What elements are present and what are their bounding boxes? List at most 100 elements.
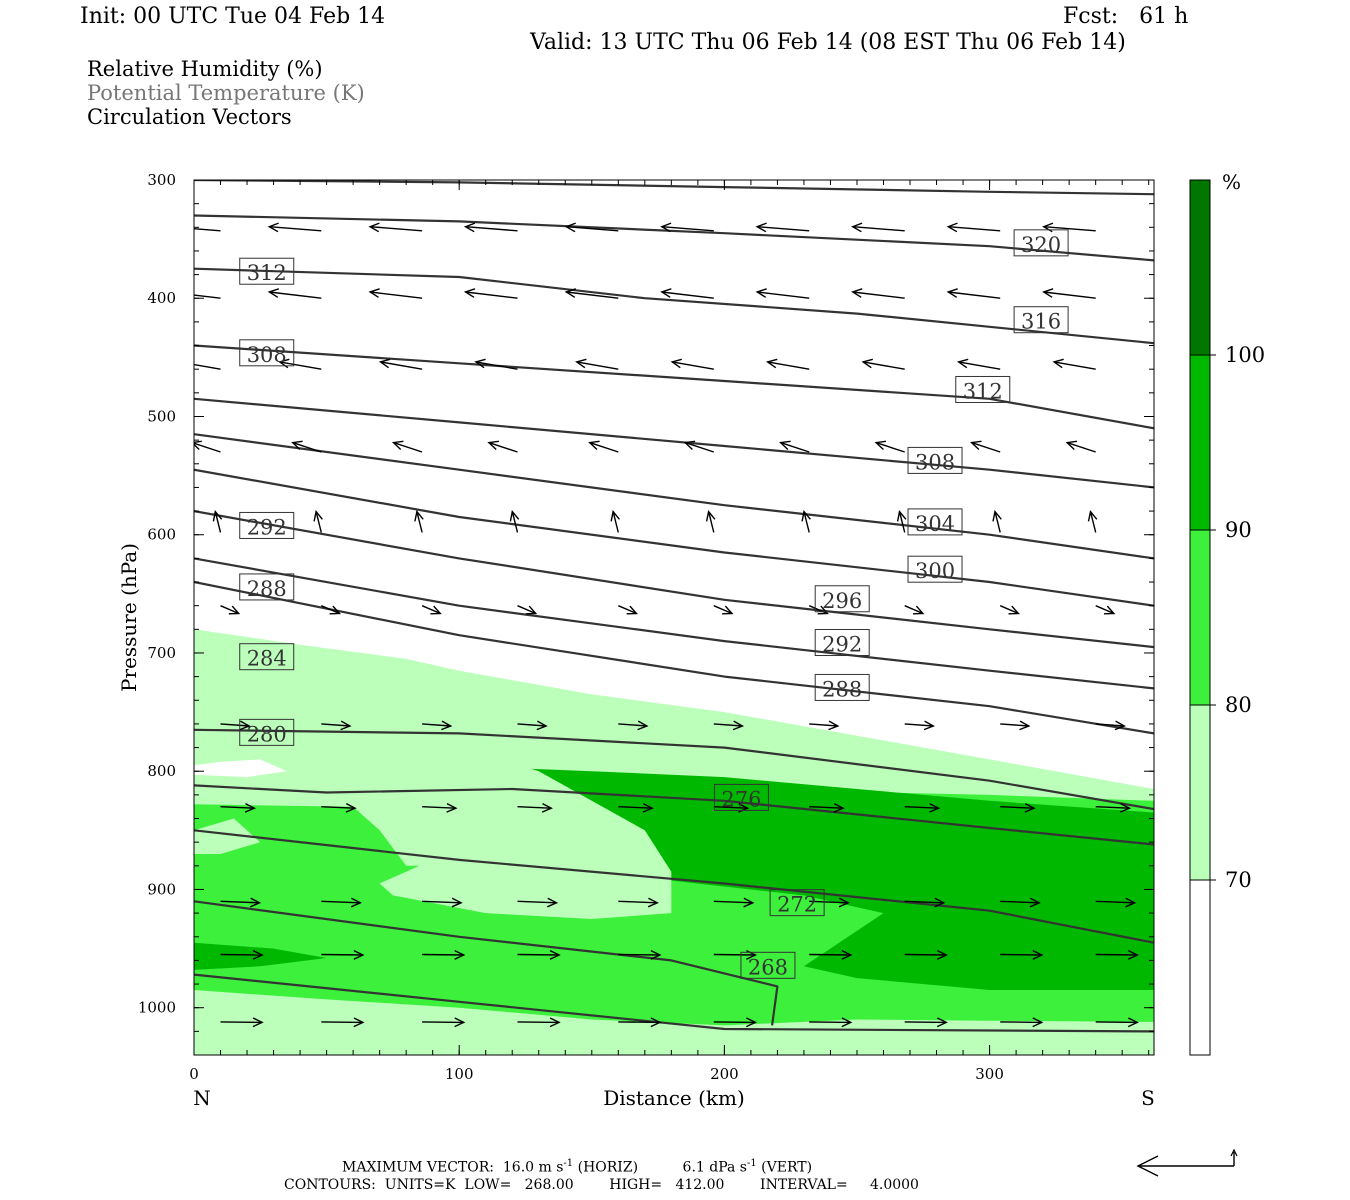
vector-10-8	[1000, 1017, 1044, 1028]
vector-head	[1065, 440, 1078, 451]
contour-label-3: 308	[239, 339, 295, 367]
vector-shaft	[1066, 441, 1096, 453]
vector-2-8	[956, 358, 1001, 370]
vector-3-3	[487, 440, 518, 453]
max-vector-note: MAXIMUM VECTOR: 16.0 m s-1 (HORIZ) 6.1 d…	[342, 1158, 813, 1176]
vector-shaft	[321, 605, 340, 615]
vector-shaft	[194, 363, 221, 370]
vector-head	[683, 440, 696, 451]
vector-head	[946, 222, 958, 233]
vector-head	[368, 288, 380, 298]
contour-label-text: 288	[822, 677, 862, 701]
vector-shaft	[713, 605, 733, 615]
vector-head	[291, 440, 303, 451]
vector-5-7	[904, 605, 925, 615]
vector-head	[463, 222, 476, 233]
vector-head	[610, 510, 620, 522]
theta-contour-308	[194, 397, 1154, 489]
vector-head	[1127, 949, 1139, 960]
vector-shaft	[958, 361, 1001, 370]
theta-contour-300	[194, 468, 1154, 607]
contour-label-box	[239, 643, 295, 671]
vector-head	[765, 358, 778, 369]
vector-layer	[194, 222, 1139, 1028]
vector-9-8	[1000, 949, 1044, 960]
vector-1-6	[755, 288, 810, 299]
vector-0-8	[946, 222, 1001, 233]
x-end-left: N	[193, 1086, 211, 1110]
vector-8-3	[517, 897, 559, 908]
vector-7-0	[220, 802, 256, 813]
vector-5-9	[1095, 605, 1116, 615]
vector-shaft	[904, 723, 934, 727]
vector-head	[414, 510, 424, 522]
vector-10-7	[904, 1017, 948, 1028]
y-tick-label: 300	[147, 171, 176, 189]
vector-6-5	[713, 720, 745, 731]
contour-info: CONTOURS: UNITS=K LOW= 268.00 HIGH= 412.…	[284, 1177, 919, 1193]
vector-shaft	[370, 226, 423, 232]
vector-shaft	[1089, 511, 1097, 533]
colorbar-label: 90	[1225, 518, 1252, 542]
vector-head	[670, 358, 682, 369]
contour-label-7: 304	[907, 508, 963, 536]
vector-2-3	[474, 358, 518, 370]
vector-shaft	[511, 511, 519, 533]
contour-label-text: 312	[963, 379, 1003, 403]
vector-3-6	[779, 440, 810, 453]
vector-shaft	[862, 361, 905, 370]
colorbar-segment	[1189, 354, 1211, 531]
vector-shaft	[809, 806, 844, 809]
vector-1-4	[564, 288, 619, 299]
theta-contour-264	[194, 973, 1154, 1033]
vector-3-7	[874, 440, 905, 453]
vector-shaft	[269, 226, 322, 232]
contour-label-text: 276	[721, 787, 761, 811]
vector-head	[1052, 358, 1064, 369]
theta-contour-280	[194, 728, 1154, 811]
vector-shaft	[220, 900, 260, 904]
contour-label-box	[907, 555, 963, 583]
forecast-hour: Fcst: 61 h	[1063, 4, 1189, 29]
contour-label-13: 288	[814, 673, 870, 701]
vector-shaft	[321, 806, 356, 809]
vector-head	[650, 949, 662, 960]
contour-label-box	[814, 585, 870, 613]
y-tick-label: 500	[147, 407, 176, 425]
vector-head	[463, 288, 476, 298]
vector-head	[250, 897, 262, 908]
vector-7-9	[1095, 802, 1132, 813]
vector-shaft	[661, 226, 714, 232]
vector-head	[244, 802, 256, 813]
vector-6-3	[517, 720, 548, 731]
contour-label-text: 304	[915, 512, 955, 536]
vector-shaft	[517, 953, 560, 956]
vector-head	[970, 440, 982, 451]
vector-shaft	[1095, 723, 1125, 727]
ref-vert-head	[1230, 1148, 1238, 1157]
vector-6-7	[904, 720, 935, 731]
vector-9-4	[618, 949, 662, 960]
vector-shaft	[1095, 953, 1138, 956]
x-axis-label: Distance (km)	[603, 1086, 745, 1110]
vector-10-9	[1095, 1017, 1139, 1028]
contour-label-text: 268	[748, 955, 788, 979]
contour-label-box	[1013, 306, 1069, 334]
vector-head	[838, 897, 850, 908]
vector-4-6	[801, 510, 811, 533]
vector-head	[1042, 288, 1054, 298]
vector-3-1	[291, 440, 322, 453]
contour-label-box	[769, 889, 825, 917]
vector-shaft	[393, 441, 423, 453]
vector-8-9	[1095, 897, 1137, 908]
vector-shaft	[618, 953, 660, 956]
x-end-right: S	[1141, 1086, 1155, 1110]
vector-head	[212, 510, 223, 522]
contour-label-8: 300	[907, 555, 963, 583]
vector-shaft	[1000, 723, 1029, 727]
vector-shaft	[517, 900, 557, 904]
theta-contour-316	[194, 267, 1154, 345]
contour-label-0: 320	[1013, 229, 1069, 257]
vector-shaft	[517, 723, 547, 727]
vector-shaft	[904, 806, 939, 809]
